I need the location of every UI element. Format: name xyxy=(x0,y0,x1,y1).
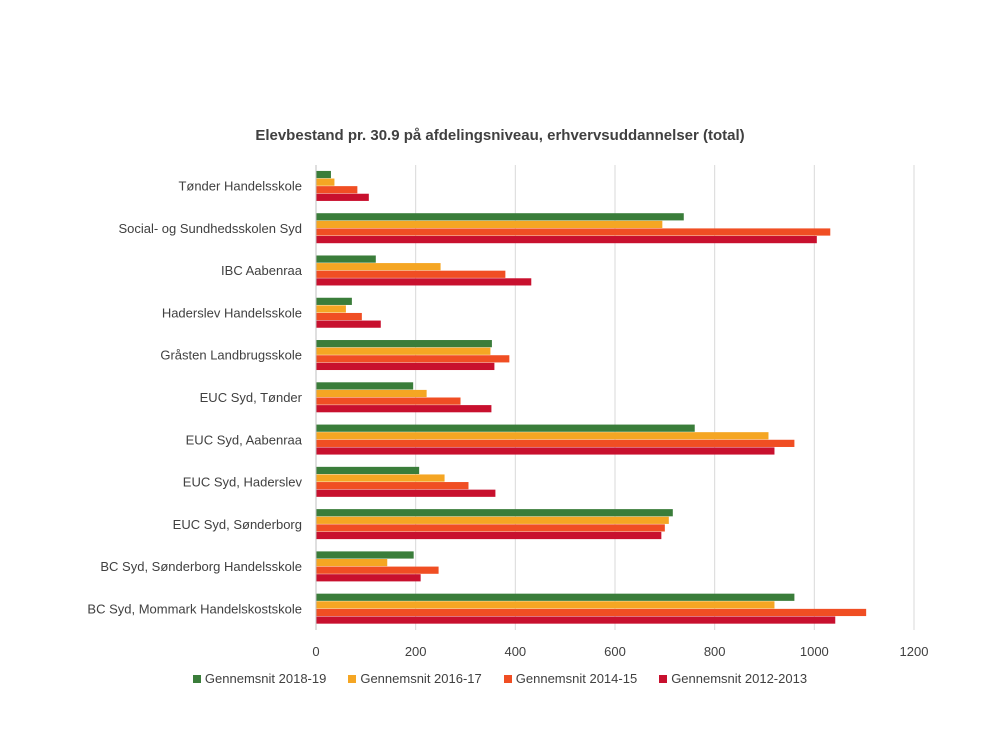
bar xyxy=(316,601,775,609)
bar xyxy=(316,551,414,559)
x-tick-label: 0 xyxy=(312,644,319,659)
bar xyxy=(316,186,358,194)
tick-labels: 0 200 400 600 800 1000 1200 xyxy=(312,644,928,659)
x-tick-label: 400 xyxy=(504,644,526,659)
legend-item: Gennemsnit 2014-15 xyxy=(503,671,638,686)
legend-label: Gennemsnit 2012-2013 xyxy=(671,671,808,686)
bar xyxy=(316,558,388,567)
category-label: EUC Syd, Tønder xyxy=(200,390,303,405)
category-label: BC Syd, Sønderborg Handelsskole xyxy=(100,559,302,574)
bar xyxy=(316,170,331,179)
bar xyxy=(316,439,795,447)
bar xyxy=(316,255,376,263)
legend: Gennemsnit 2018-19 Gennemsnit 2016-17 Genn… xyxy=(0,671,1000,686)
bar xyxy=(316,382,414,390)
legend-label: Gennemsnit 2016-17 xyxy=(360,671,482,686)
bar xyxy=(316,355,510,363)
bar xyxy=(316,397,461,405)
x-tick-label: 800 xyxy=(704,644,726,659)
category-label: Haderslev Handelsskole xyxy=(162,305,302,320)
bar xyxy=(316,593,795,601)
legend-swatch xyxy=(503,674,512,683)
bar xyxy=(316,312,362,321)
bar xyxy=(316,524,665,532)
category-label: EUC Syd, Aabenraa xyxy=(186,432,303,447)
bar xyxy=(316,447,775,455)
bar xyxy=(316,489,496,497)
bar xyxy=(316,608,867,617)
category-label: BC Syd, Mommark Handelskostskole xyxy=(87,601,302,616)
bar xyxy=(316,405,492,413)
legend-swatch xyxy=(659,674,668,683)
bar xyxy=(316,482,469,490)
category-label: EUC Syd, Haderslev xyxy=(183,475,303,490)
bar xyxy=(316,616,836,624)
bar xyxy=(316,362,495,371)
bar xyxy=(316,228,831,236)
legend-item: Gennemsnit 2012-2013 xyxy=(659,671,807,686)
category-label: EUC Syd, Sønderborg xyxy=(173,517,302,532)
bars xyxy=(316,170,867,624)
bar xyxy=(316,236,817,244)
bar xyxy=(316,432,769,440)
bar xyxy=(316,516,669,524)
bar xyxy=(316,220,663,229)
bar xyxy=(316,466,420,475)
x-tick-label: 1000 xyxy=(800,644,829,659)
legend-swatch xyxy=(192,674,201,683)
bar xyxy=(316,340,492,348)
legend-item: Gennemsnit 2018-19 xyxy=(192,671,327,686)
bar xyxy=(316,347,491,355)
bar xyxy=(316,320,381,328)
bar xyxy=(316,531,662,540)
legend-swatch xyxy=(348,674,357,683)
category-label: Tønder Handelsskole xyxy=(178,179,302,194)
bar xyxy=(316,270,506,278)
legend-label: Gennemsnit 2018-19 xyxy=(204,671,327,686)
bar xyxy=(316,474,445,482)
bar xyxy=(316,193,369,201)
category-label: Social- og Sundhedsskolen Syd xyxy=(118,221,302,236)
bar xyxy=(316,305,346,313)
legend-item: Gennemsnit 2016-17 xyxy=(348,671,482,686)
bar xyxy=(316,509,673,517)
category-label: IBC Aabenraa xyxy=(221,263,303,278)
bar xyxy=(316,566,439,574)
bar xyxy=(316,178,335,186)
bar xyxy=(316,278,532,286)
bar xyxy=(316,574,421,582)
category-label: Gråsten Landbrugsskole xyxy=(160,348,302,363)
category-labels: Tønder Handelsskole Social- og Sundhedssk… xyxy=(87,179,302,617)
bar xyxy=(316,213,684,221)
x-tick-label: 1200 xyxy=(900,644,929,659)
x-tick-label: 200 xyxy=(405,644,427,659)
bar xyxy=(316,389,427,398)
bar xyxy=(316,424,695,432)
legend-label: Gennemsnit 2014-15 xyxy=(515,671,638,686)
bar xyxy=(316,263,441,271)
bar xyxy=(316,297,352,305)
x-tick-label: 600 xyxy=(604,644,626,659)
chart-title: Elevbestand pr. 30.9 på afdelingsniveau,… xyxy=(255,127,745,144)
